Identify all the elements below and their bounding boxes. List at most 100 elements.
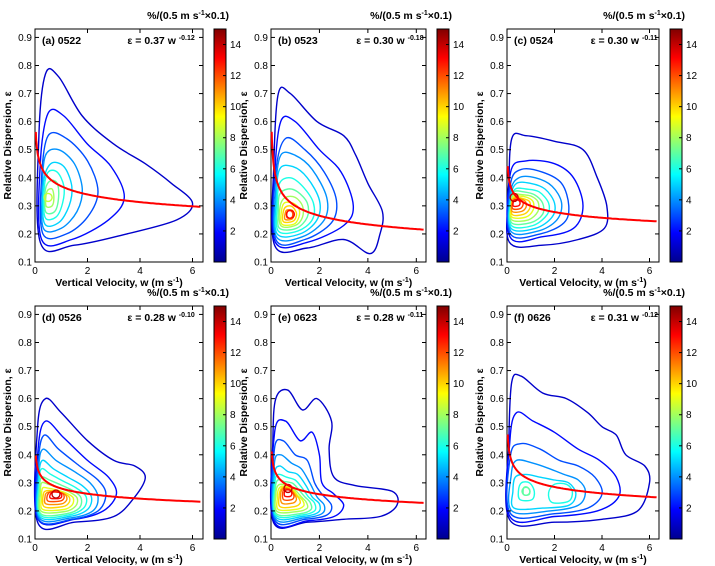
contour-peak <box>43 192 53 203</box>
plot-frame <box>506 28 660 263</box>
contour-level-3 <box>39 131 99 240</box>
x-tick-label: 6 <box>414 543 420 554</box>
x-tick-label: 6 <box>190 543 196 554</box>
contour-level-9 <box>280 201 301 227</box>
colorbar-tick-label: 10 <box>453 379 465 390</box>
colorbar <box>213 305 227 540</box>
panel-label: (b) 0523 <box>278 35 318 47</box>
x-tick-label: 2 <box>85 266 91 277</box>
y-tick-label: 0.5 <box>254 145 268 156</box>
y-axis-label: Relative Dispersion, ε <box>2 91 14 199</box>
contour-level-5 <box>508 181 556 232</box>
y-tick-label: 0.6 <box>490 394 504 405</box>
colorbar-tick-label: 10 <box>230 102 242 113</box>
colorbar-tick-label: 4 <box>230 472 236 483</box>
y-tick-label: 0.1 <box>490 258 504 269</box>
y-tick-label: 0.1 <box>254 258 268 269</box>
colorbar-tick-label: 12 <box>686 71 698 82</box>
y-tick-label: 0.9 <box>18 33 32 44</box>
y-tick-label: 0.6 <box>18 117 32 128</box>
colorbar-tick-label: 10 <box>686 102 698 113</box>
colorbar-tick-label: 6 <box>686 164 692 175</box>
x-tick-label: 4 <box>599 266 605 277</box>
y-tick-label: 0.9 <box>18 310 32 321</box>
y-tick-label: 0.9 <box>254 33 268 44</box>
contour-peak <box>521 486 531 496</box>
colorbar-tick-label: 8 <box>686 410 692 421</box>
x-tick-label: 0 <box>268 266 274 277</box>
contour-level-4 <box>40 148 84 233</box>
contour-level-6 <box>42 169 65 221</box>
y-tick-label: 0.3 <box>254 478 268 489</box>
colorbar-tick-label: 6 <box>453 164 459 175</box>
contour-peak <box>285 209 296 219</box>
contour-level-3 <box>506 442 603 520</box>
y-tick-label: 0.6 <box>254 117 268 128</box>
colorbar-tick-label: 6 <box>230 441 236 452</box>
x-tick-label: 4 <box>365 266 371 277</box>
panel-4: 0 2 4 6 0.1 0.2 0.3 0.4 0.5 0.6 0.7 0.8 0.9 Vertical … <box>2 287 242 566</box>
fit-curve <box>506 166 657 223</box>
y-tick-label: 0.9 <box>254 310 268 321</box>
panel-label: (d) 0526 <box>42 312 82 324</box>
y-axis-label: Relative Dispersion, ε <box>474 368 486 476</box>
colorbar-tick-label: 10 <box>686 379 698 390</box>
colorbar <box>669 305 683 540</box>
x-tick-label: 0 <box>268 543 274 554</box>
colorbar-tick-label: 8 <box>686 133 692 144</box>
contour-level-5 <box>41 161 73 227</box>
fit-curve <box>34 455 201 503</box>
y-axis-label: Relative Dispersion, ε <box>474 91 486 199</box>
colorbar-tick-label: 12 <box>453 71 465 82</box>
colorbar-tick-label: 2 <box>686 503 692 514</box>
y-tick-label: 0.6 <box>254 394 268 405</box>
contour-level-5 <box>272 465 321 521</box>
x-tick-label: 2 <box>552 266 558 277</box>
x-tick-label: 4 <box>137 543 143 554</box>
contour-level-4 <box>507 175 563 236</box>
colorbar-title: %/(0.5 m s-1×0.1) <box>370 10 452 22</box>
contour-level-5 <box>36 459 93 521</box>
x-axis-label: Vertical Velocity, w (m s-1) <box>519 277 646 289</box>
y-tick-label: 0.7 <box>18 89 32 100</box>
contour-level-1 <box>36 67 194 253</box>
y-tick-label: 0.9 <box>490 310 504 321</box>
x-tick-label: 6 <box>647 266 653 277</box>
y-tick-label: 0.7 <box>490 366 504 377</box>
panel-label: (c) 0524 <box>514 35 553 47</box>
colorbar-title: %/(0.5 m s-1×0.1) <box>603 10 685 22</box>
x-tick-label: 0 <box>504 543 510 554</box>
x-tick-label: 4 <box>137 266 143 277</box>
panel-label: (e) 0623 <box>278 312 317 324</box>
plot-frame <box>270 28 427 263</box>
y-tick-label: 0.2 <box>18 506 32 517</box>
y-tick-label: 0.3 <box>254 201 268 212</box>
y-tick-label: 0.4 <box>490 173 504 184</box>
y-tick-label: 0.1 <box>254 535 268 546</box>
colorbar <box>436 28 450 263</box>
panel-6: 0 2 4 6 0.1 0.2 0.3 0.4 0.5 0.6 0.7 0.8 0.9 Vertical … <box>474 287 698 566</box>
y-tick-label: 0.3 <box>490 201 504 212</box>
colorbar-tick-label: 2 <box>230 503 236 514</box>
x-tick-label: 4 <box>365 543 371 554</box>
contour-level-9 <box>40 486 75 512</box>
contour-level-8 <box>44 187 55 208</box>
plot-frame <box>506 305 660 540</box>
y-tick-label: 0.3 <box>490 478 504 489</box>
y-axis-label: Relative Dispersion, ε <box>238 91 250 199</box>
fit-equation: ε = 0.28 w -0.11 <box>356 312 423 324</box>
y-tick-label: 0.5 <box>18 145 32 156</box>
fit-curve <box>270 451 424 504</box>
colorbar-tick-label: 4 <box>686 472 692 483</box>
contour-level-2 <box>270 418 345 529</box>
y-tick-label: 0.4 <box>254 450 268 461</box>
contour-level-2 <box>505 411 621 524</box>
x-tick-label: 2 <box>85 543 91 554</box>
contour-level-4 <box>271 453 326 523</box>
contour-level-2 <box>271 115 355 249</box>
contour-level-7 <box>37 476 83 517</box>
y-tick-label: 0.9 <box>490 33 504 44</box>
fit-equation: ε = 0.28 w -0.10 <box>127 312 194 324</box>
contour-level-3 <box>35 434 107 525</box>
colorbar-tick-label: 2 <box>230 226 236 237</box>
